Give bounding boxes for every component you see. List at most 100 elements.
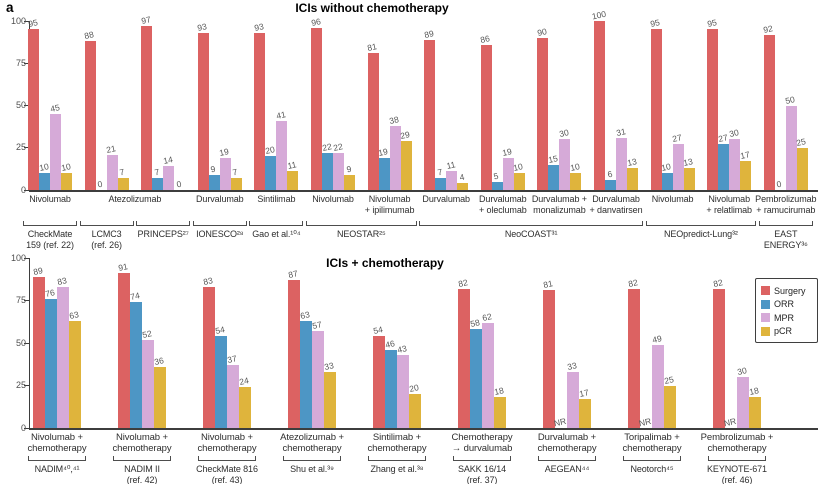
bar [570,173,582,190]
legend-swatch-pcr [761,326,770,336]
bar-value-label: 10 [59,161,72,174]
treatment-label: Atezolizumab + chemotherapy [280,432,344,454]
bar-value-label: 82 [627,276,639,289]
bar [254,32,266,190]
study-label: NEOSTAR²⁵ [336,229,386,239]
study-label: KEYNOTE-671 (ref. 46) [707,464,767,484]
study-bracket [249,221,304,226]
bar [33,276,45,428]
bar-value-label: 76 [44,287,56,299]
bar [215,336,227,428]
bar-value-label: 10 [37,161,50,174]
study-bracket [306,221,417,226]
bar [397,354,409,428]
y-tick-label: 75 [15,57,26,68]
bar [707,29,719,190]
bar [796,147,808,190]
bar [50,113,61,190]
treatment-label: Nivolumab [651,194,694,204]
bar-value-label: 25 [663,373,675,386]
y-tick [23,20,29,22]
treatment-label: Durvalumab + danvatirsen [589,194,643,215]
y-tick-label: 0 [20,184,26,195]
bar [718,144,730,190]
study-label: NeoCOAST³¹ [504,229,558,239]
bar-value-label: 7 [436,166,444,178]
bar [729,139,741,190]
bar [548,164,560,190]
bar-value-label: 74 [129,290,141,303]
bar [163,166,175,190]
bar [239,387,251,428]
y-tick [23,105,29,106]
study-label: SAKK 16/14 (ref. 37) [457,464,507,484]
bar [605,179,616,190]
bar [203,286,215,428]
legend-swatch-orr [761,299,770,309]
bar-value-label: 7 [118,166,126,178]
study-bracket [23,221,77,226]
legend-label: MPR [774,312,794,323]
bar [513,173,525,190]
treatment-label: Atezolizumab [108,194,162,204]
bar [142,339,154,428]
bar [219,157,231,190]
bar [312,331,324,428]
bar [61,173,72,190]
treatment-label: Sintilimab [257,194,296,204]
bar-value-label: 63 [68,309,80,321]
bar [230,178,242,190]
bar-value-label: 29 [399,129,411,141]
bar-value-label: 11 [286,159,298,172]
bar [154,366,166,428]
treatment-label: Durvalumab + chemotherapy [537,432,597,454]
treatment-label: Chemotherapy → durvalumab [451,432,513,454]
bar-value-label: NR [637,415,653,429]
bar [409,394,421,428]
y-tick-label: 25 [15,142,26,153]
bar [559,139,571,190]
bar-value-label: 95 [705,17,718,30]
bar-value-label: 9 [209,163,217,175]
panel-letter: a [6,0,14,15]
treatment-label: Toripalimab + chemotherapy [622,432,682,454]
bar [117,178,129,190]
bar-value-label: 83 [56,275,68,287]
bar [152,178,164,190]
bar-value-label: 30 [558,127,570,140]
study-bracket [283,456,341,461]
bar-value-label: 89 [422,27,435,40]
bar [502,157,514,190]
bar-value-label: 37 [226,353,238,366]
bar-value-label: 27 [716,132,729,145]
bar-value-label: 41 [275,108,287,121]
treatment-label: Nivolumab [29,194,71,204]
bar-value-label: 18 [493,385,505,398]
bar-value-label: 46 [384,338,396,350]
bar [737,377,749,428]
bar-value-label: 17 [578,387,590,400]
study-bracket [538,456,596,461]
x-axis [28,190,818,192]
bar [628,288,640,428]
bar-value-label: 22 [331,141,344,153]
study-bracket [192,221,247,226]
bar-value-label: 31 [614,125,627,138]
bar [457,183,469,190]
bar-value-label: NR [552,415,568,429]
bar-value-label: 15 [547,152,559,165]
bar [652,344,664,428]
bar [537,37,549,190]
bar [627,168,638,190]
bar [344,174,355,190]
bar-value-label: 86 [479,32,491,45]
bar-value-label: 22 [320,141,333,153]
bar [470,329,482,428]
bar-value-label: 54 [214,324,226,337]
study-bracket [113,456,171,461]
study-bracket [453,456,511,461]
bar-value-label: 95 [26,17,39,30]
legend-label: pCR [774,326,793,337]
study-label: Gao et al.¹⁰⁴ [252,229,301,239]
bar [435,178,447,190]
